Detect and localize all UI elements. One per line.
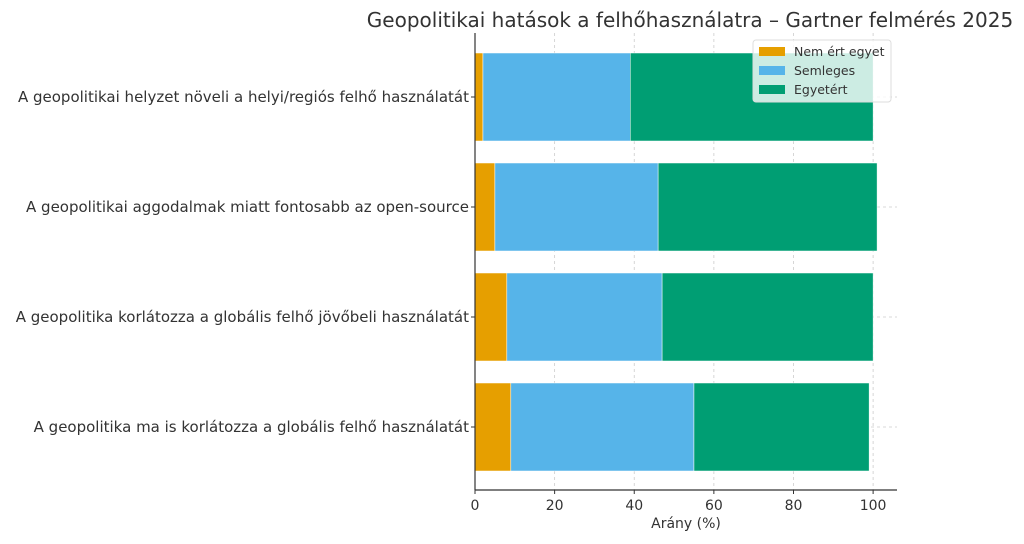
bar-semleges xyxy=(506,272,663,362)
bar-nem-rt-egyet xyxy=(474,52,484,142)
y-tick-label: A geopolitika korlátozza a globális felh… xyxy=(16,308,469,326)
legend-swatch xyxy=(759,47,785,56)
legend-label: Nem ért egyet xyxy=(794,44,885,59)
bar-nem-rt-egyet xyxy=(474,162,496,252)
legend-swatch xyxy=(759,66,785,75)
legend-label: Semleges xyxy=(794,63,855,78)
x-tick-label: 0 xyxy=(471,498,480,514)
bar-semleges xyxy=(494,162,659,252)
bar-egyet-rt xyxy=(661,272,874,362)
x-axis-label: Arány (%) xyxy=(651,516,721,532)
axes: 0 20 40 60 80 100 A geopolitikai helyzet növel… xyxy=(16,33,897,514)
bars xyxy=(474,52,878,472)
bar-nem-rt-egyet xyxy=(474,272,508,362)
y-tick-label: A geopolitikai helyzet növeli a helyi/re… xyxy=(18,88,469,106)
chart-title: Geopolitikai hatások a felhőhasználatra … xyxy=(367,8,1013,32)
legend: Nem ért egyet Semleges Egyetért xyxy=(752,39,892,103)
x-tick-label: 20 xyxy=(546,498,564,514)
x-tick-label: 40 xyxy=(625,498,643,514)
x-tick-label: 60 xyxy=(705,498,723,514)
x-tick-label: 80 xyxy=(785,498,803,514)
bar-semleges xyxy=(510,382,695,472)
legend-label: Egyetért xyxy=(794,82,848,97)
y-tick-label: A geopolitika ma is korlátozza a globáli… xyxy=(34,418,469,436)
legend-box xyxy=(752,39,892,103)
bar-semleges xyxy=(482,52,631,142)
y-tick-label: A geopolitikai aggodalmak miatt fontosab… xyxy=(26,198,469,216)
x-tick-label: 100 xyxy=(860,498,887,514)
bar-egyet-rt xyxy=(657,162,878,252)
bar-egyet-rt xyxy=(693,382,870,472)
bar-nem-rt-egyet xyxy=(474,382,512,472)
legend-swatch xyxy=(759,85,785,94)
